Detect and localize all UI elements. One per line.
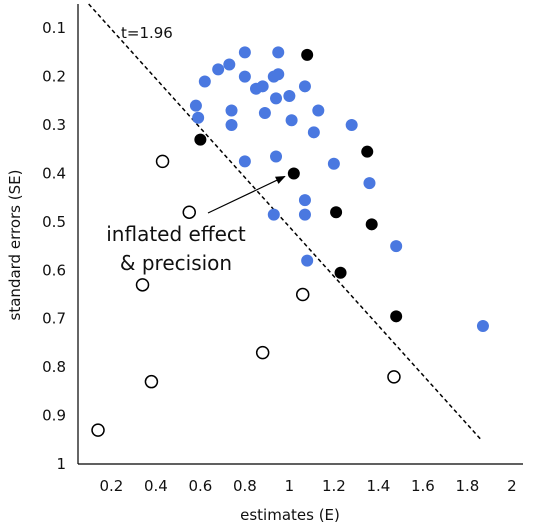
filled-blue-point [198, 75, 211, 88]
filled-blue-point [270, 150, 283, 163]
annotation-line-1: inflated effect [106, 222, 246, 246]
filled-black-point [334, 266, 347, 279]
y-tick-label: 0.5 [42, 213, 66, 231]
filled-blue-point [327, 157, 340, 170]
filled-blue-point [298, 194, 311, 207]
data-points [91, 46, 489, 437]
x-tick-label: 0.8 [233, 477, 257, 495]
y-tick-label: 0.3 [42, 116, 66, 134]
filled-blue-point [258, 106, 271, 119]
annotation-group: inflated effect & precision [106, 175, 286, 275]
filled-blue-point [212, 63, 225, 76]
filled-blue-point [390, 240, 403, 253]
filled-blue-point [272, 68, 285, 81]
filled-blue-point [283, 90, 296, 102]
open-circle-point [182, 205, 196, 219]
filled-blue-point [312, 104, 325, 117]
x-tick-label: 1.6 [411, 477, 435, 495]
filled-blue-point [238, 70, 251, 83]
open-circle-point [295, 287, 310, 302]
y-tick-label: 1 [56, 455, 66, 473]
annotation-arrow [207, 175, 286, 214]
annotation-line-2: & precision [120, 251, 232, 275]
filled-blue-point [225, 104, 238, 117]
x-tick-label: 1.8 [455, 477, 479, 495]
x-tick-label: 0.2 [99, 477, 123, 495]
filled-black-point [330, 206, 343, 219]
y-tick-label: 0.1 [42, 19, 66, 37]
filled-blue-point [256, 80, 269, 93]
x-tick-label: 1.2 [322, 477, 346, 495]
filled-blue-point [298, 80, 311, 93]
threshold-line-group: t=1.96 [88, 3, 482, 441]
filled-black-point [301, 48, 314, 61]
y-tick-label: 0.4 [42, 164, 66, 182]
filled-black-point [361, 145, 374, 158]
filled-blue-point [192, 111, 205, 124]
filled-blue-point [307, 126, 320, 139]
filled-blue-point [285, 114, 298, 127]
filled-blue-point [238, 46, 251, 59]
y-tick-label: 0.9 [42, 407, 66, 425]
filled-blue-point [301, 254, 314, 267]
filled-blue-point [270, 92, 283, 105]
open-circle-point [155, 154, 170, 169]
y-tick-label: 0.8 [42, 358, 66, 376]
y-tick-label: 0.7 [42, 310, 66, 328]
filled-blue-point [238, 155, 251, 168]
x-axis-title: estimates (E) [240, 506, 340, 524]
open-circle-point [91, 423, 105, 437]
open-circle-point [135, 278, 150, 292]
filled-black-point [365, 218, 378, 231]
x-tick-label: 0.4 [144, 477, 168, 495]
filled-blue-point [476, 320, 489, 332]
filled-blue-point [298, 208, 311, 221]
filled-black-point [287, 167, 300, 180]
y-tick-label: 0.2 [42, 68, 66, 86]
threshold-label: t=1.96 [121, 24, 173, 42]
x-tick-label: 1 [285, 477, 295, 495]
filled-blue-point [223, 58, 236, 71]
y-tick-label: 0.6 [42, 261, 66, 279]
tick-labels: 0.2 0.4 0.6 0.8 1 1.2 1.4 1.6 1.8 2 0.1 0.2 0.3 0.4 0.… [42, 19, 517, 495]
open-circle-point [255, 345, 270, 360]
x-tick-label: 0.6 [188, 477, 212, 495]
x-tick-label: 2 [507, 477, 517, 495]
x-tick-label: 1.4 [366, 477, 390, 495]
y-axis-title: standard errors (SE) [6, 170, 24, 321]
filled-black-point [390, 310, 403, 323]
filled-black-point [194, 133, 207, 146]
filled-blue-point [189, 99, 202, 112]
filled-blue-point [345, 119, 358, 132]
axes [77, 4, 523, 465]
filled-blue-point [272, 46, 285, 59]
filled-blue-point [363, 177, 376, 190]
open-circle-point [144, 374, 159, 389]
filled-blue-point [225, 119, 238, 132]
open-circle-point [387, 370, 401, 384]
filled-blue-point [267, 208, 280, 221]
